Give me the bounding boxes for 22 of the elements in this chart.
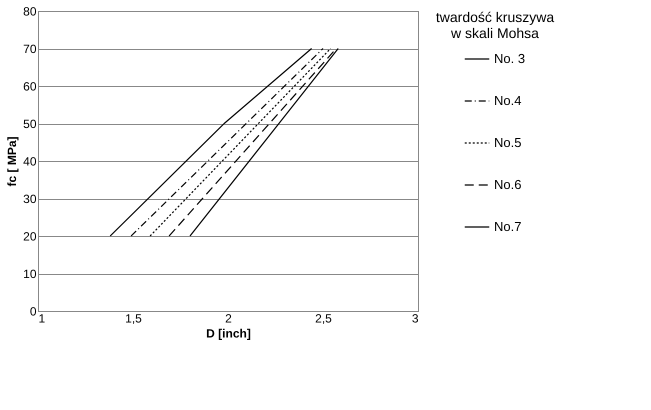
x-axis-title: D [inch]: [206, 326, 251, 340]
legend-label: No. 3: [494, 51, 526, 66]
x-tick-label: 2: [225, 312, 232, 326]
x-tick-label: 2,5: [315, 312, 332, 326]
y-tick-label: 40: [23, 154, 37, 168]
legend-label: No.6: [494, 177, 522, 192]
y-tick-label: 80: [23, 4, 37, 18]
x-tick-label: 1,5: [125, 312, 142, 326]
legend-title: twardość kruszywa w skali Mohsa: [436, 9, 554, 41]
legend-label: No.4: [494, 93, 522, 108]
x-tick-label: 3: [412, 312, 419, 326]
y-tick-label: 30: [23, 192, 37, 206]
x-tick-label: 1: [38, 312, 46, 326]
y-tick-label: 20: [23, 230, 37, 244]
legend-label: No.7: [494, 219, 522, 234]
y-axis-title: fc [ MPa]: [5, 136, 20, 187]
legend-label: No.5: [494, 135, 522, 150]
y-tick-label: 70: [23, 42, 37, 56]
y-tick-label: 0: [30, 304, 37, 318]
y-tick-label: 50: [23, 117, 37, 131]
y-tick-label: 60: [23, 80, 37, 94]
y-tick-label: 10: [23, 267, 37, 281]
